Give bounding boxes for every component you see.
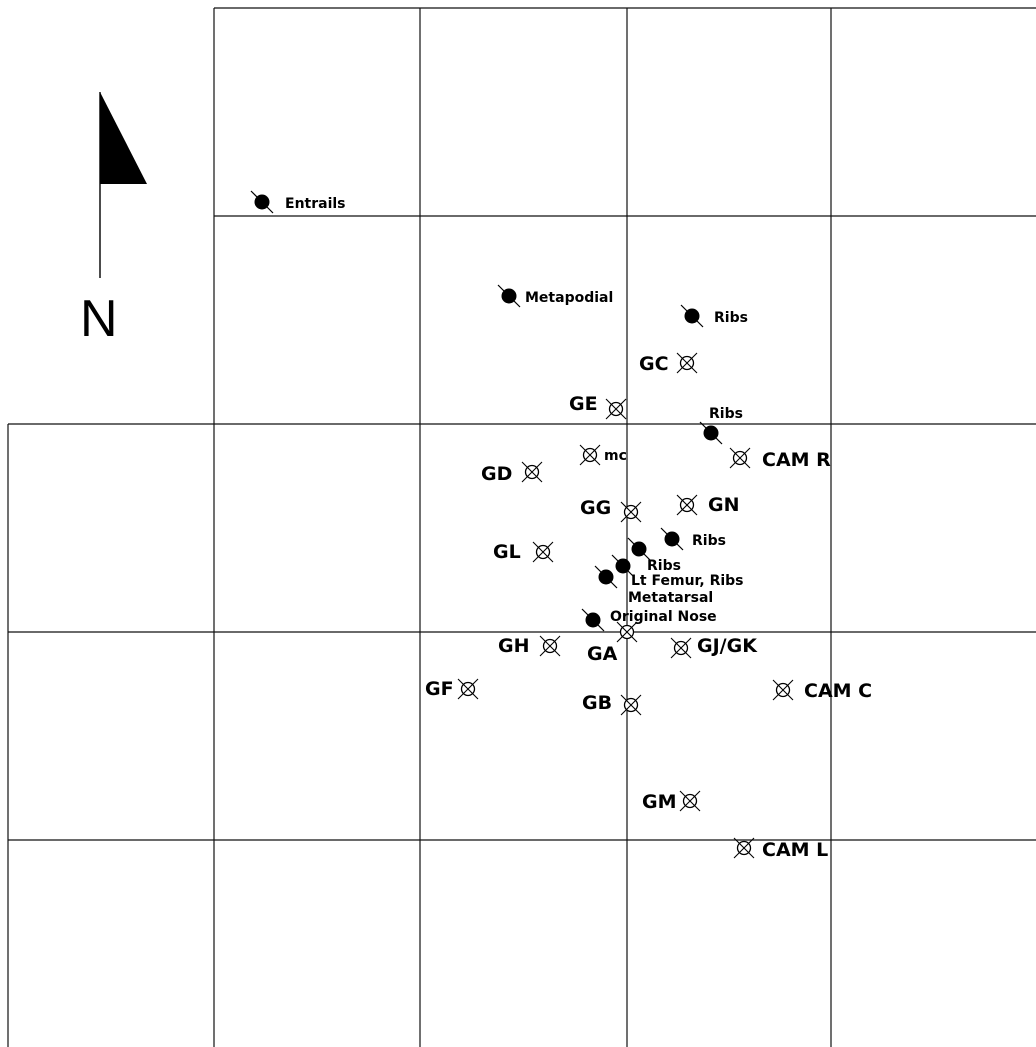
north-arrow: N	[80, 92, 147, 348]
grid	[7, 7, 1036, 1047]
station-marker-gg: GG	[580, 497, 642, 523]
bone-marker-ribs-2: Ribs	[699, 406, 743, 445]
station-label-cam-r: CAM R	[762, 449, 831, 471]
filled-dot-cross-icon	[684, 308, 700, 324]
station-cross-b	[620, 501, 642, 523]
station-cross-b	[620, 694, 642, 716]
bone-marker-original-nose: Original Nose	[581, 608, 717, 632]
station-cross-b	[539, 635, 561, 657]
filled-dot-cross-icon	[585, 612, 601, 628]
station-marker-gh: GH	[498, 635, 561, 657]
station-cross-b	[729, 447, 751, 469]
station-marker-cam-r: CAM R	[729, 447, 831, 471]
bone-label-metatarsal: Metatarsal	[628, 590, 713, 606]
station-marker-gd: GD	[481, 461, 543, 485]
station-cross-b	[772, 679, 794, 701]
station-cross-b	[521, 461, 543, 483]
bone-marker-metapodial: Metapodial	[497, 284, 613, 308]
station-cross-b	[457, 678, 479, 700]
station-cross-b	[676, 494, 698, 516]
station-label-gl: GL	[493, 541, 521, 563]
station-label-gb: GB	[582, 692, 612, 714]
station-label-gd: GD	[481, 463, 512, 485]
station-marker-ga: GA	[587, 621, 638, 665]
station-marker-cam-l: CAM L	[733, 837, 828, 861]
station-marker-mc: mc	[579, 444, 627, 466]
station-label-gn: GN	[708, 494, 740, 516]
bone-label-metapodial: Metapodial	[525, 290, 613, 306]
station-label-gh: GH	[498, 635, 530, 657]
filled-dot-cross-icon	[501, 288, 517, 304]
bone-marker-lt-femur-ribs: Lt Femur, Ribs	[611, 554, 744, 589]
filled-dot-cross-icon	[254, 194, 270, 210]
bone-label-ribs-1: Ribs	[714, 310, 748, 326]
station-marker-gl: GL	[493, 541, 554, 563]
bone-label-entrails: Entrails	[285, 196, 346, 212]
bone-marker-ribs-1: Ribs	[680, 304, 748, 328]
station-label-cam-c: CAM C	[804, 680, 872, 702]
station-cross-b	[670, 637, 692, 659]
bone-marker-ribs-3: Ribs	[660, 527, 726, 551]
filled-dot-cross-icon	[631, 541, 647, 557]
station-label-ge: GE	[569, 393, 598, 415]
bone-label-original-nose: Original Nose	[610, 609, 717, 625]
station-cross-b	[733, 837, 755, 859]
station-label-gg: GG	[580, 497, 611, 519]
bone-label-lt-femur-ribs: Lt Femur, Ribs	[631, 573, 744, 589]
station-label-cam-l: CAM L	[762, 839, 828, 861]
station-cross-b	[579, 444, 601, 466]
bone-label-ribs-2: Ribs	[709, 406, 743, 422]
bone-marker-ribs-4: Ribs	[627, 537, 681, 574]
filled-dot-cross-icon	[598, 569, 614, 585]
station-marker-gc: GC	[639, 352, 698, 375]
station-label-gc: GC	[639, 353, 669, 375]
station-cross-b	[676, 352, 698, 374]
bone-marker-metatarsal: Metatarsal	[594, 565, 713, 606]
north-arrow-flag-icon	[100, 92, 147, 184]
station-cross-b	[605, 398, 627, 420]
station-marker-ge: GE	[569, 393, 627, 420]
bone-marker-entrails: Entrails	[250, 190, 346, 214]
station-marker-gb: GB	[582, 692, 642, 716]
bone-label-ribs-4: Ribs	[647, 558, 681, 574]
filled-dot-cross-icon	[703, 425, 719, 441]
station-label-mc: mc	[604, 448, 627, 464]
bone-label-ribs-3: Ribs	[692, 533, 726, 549]
north-label: N	[80, 290, 118, 348]
station-cross-b	[679, 790, 701, 812]
filled-dot-cross-icon	[664, 531, 680, 547]
station-label-gj-gk: GJ/GK	[697, 635, 758, 657]
station-label-gf: GF	[425, 678, 454, 700]
station-marker-gn: GN	[676, 494, 740, 516]
station-label-gm: GM	[642, 791, 677, 813]
station-cross-b	[532, 541, 554, 563]
station-label-ga: GA	[587, 643, 618, 665]
station-cross-b	[616, 621, 638, 643]
station-marker-cam-c: CAM C	[772, 679, 872, 702]
station-marker-gj-gk: GJ/GK	[670, 635, 758, 659]
filled-dot-cross-icon	[615, 558, 631, 574]
station-marker-gf: GF	[425, 678, 479, 700]
station-marker-gm: GM	[642, 790, 701, 813]
